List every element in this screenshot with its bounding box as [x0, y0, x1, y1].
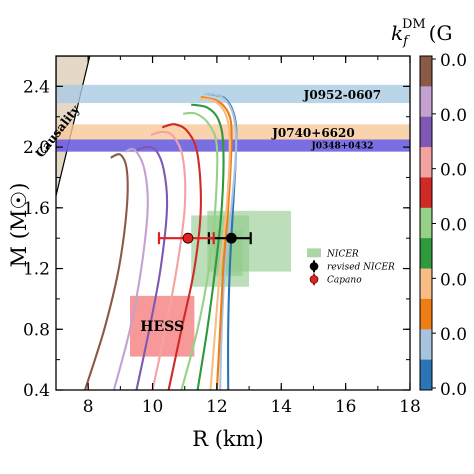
mr-curve-5: [180, 111, 219, 390]
band-label-j0952-0607: J0952-0607: [303, 88, 381, 102]
mr-curve-10: [83, 153, 129, 390]
colorbar-segment: [420, 56, 432, 87]
colorbar-tick-label: 0.0: [440, 380, 467, 400]
colorbar-segment: [420, 359, 432, 391]
band-label-j0348+0432: J0348+0432: [310, 142, 373, 152]
mr-curve-6: [161, 123, 202, 390]
x-tick-label: 14: [270, 397, 292, 417]
colorbar-segment: [420, 298, 432, 330]
band-j0952-0607: [56, 84, 410, 104]
capano-point: [182, 232, 194, 244]
legend-label-0: NICER: [326, 249, 359, 259]
colorbar-tick-label: 0.0: [440, 325, 467, 345]
colorbar-segment: [420, 329, 432, 361]
colorbar-tick-label: 0.0: [440, 51, 467, 71]
colorbar-segment: [420, 238, 432, 270]
colorbar-tick-label: 0.0: [440, 106, 467, 126]
y-tick-label: 0.4: [23, 381, 50, 401]
colorbar-segment: [420, 116, 432, 148]
colorbar-segment: [420, 207, 432, 239]
mr-curve-4: [191, 103, 225, 390]
y-tick-label: 1.6: [23, 199, 50, 219]
colorbar-segment: [420, 268, 432, 300]
x-tick-label: 18: [399, 397, 421, 417]
y-tick-label: 2.4: [23, 77, 50, 97]
legend-swatch-nicer: [307, 248, 322, 258]
colorbar-label: kfDM (G: [391, 17, 452, 49]
mr-curve-8: [135, 145, 169, 390]
colorbar-tick-label: 0.0: [440, 161, 467, 181]
mr-curve-3: [199, 97, 231, 390]
legend-label-2: Capano: [327, 275, 362, 285]
y-tick-label: 0.8: [23, 320, 50, 340]
colorbar-frame: [419, 55, 433, 391]
x-axis-label: R (km): [192, 427, 264, 451]
revised-nicer-point: [225, 232, 237, 244]
x-tick-label: 10: [142, 397, 164, 417]
hess-label: HESS: [140, 319, 184, 335]
band-j0348+0432: [56, 139, 410, 152]
y-tick-label: 1.2: [23, 260, 50, 280]
y-tick-label: 2.0: [23, 138, 50, 158]
x-tick-label: 8: [83, 397, 94, 417]
band-label-j0740+6620: J0740+6620: [271, 126, 355, 140]
colorbar-segment: [420, 177, 432, 209]
mr-curve-1: [203, 92, 238, 390]
colorbar-segment: [420, 147, 432, 178]
legend-label-1: revised NICER: [327, 262, 395, 272]
colorbar-tick-label: 0.0: [440, 270, 467, 290]
mr-curve-7: [150, 130, 187, 390]
x-tick-label: 12: [206, 397, 228, 417]
legend: NICER revised NICER Capano: [307, 248, 395, 286]
colorbar-tick-label: 0.0: [440, 216, 467, 236]
legend-swatch-point-1: [309, 262, 319, 271]
colorbar-segment: [420, 86, 432, 118]
band-j0740+6620: [56, 124, 410, 140]
x-tick-label: 16: [335, 397, 357, 417]
plot-frame: [55, 55, 411, 391]
y-axis-label: M (M☉): [7, 183, 31, 268]
legend-swatch-point-2: [309, 275, 319, 284]
mr-curve-2: [200, 95, 233, 390]
mr-curve-9: [112, 147, 149, 390]
